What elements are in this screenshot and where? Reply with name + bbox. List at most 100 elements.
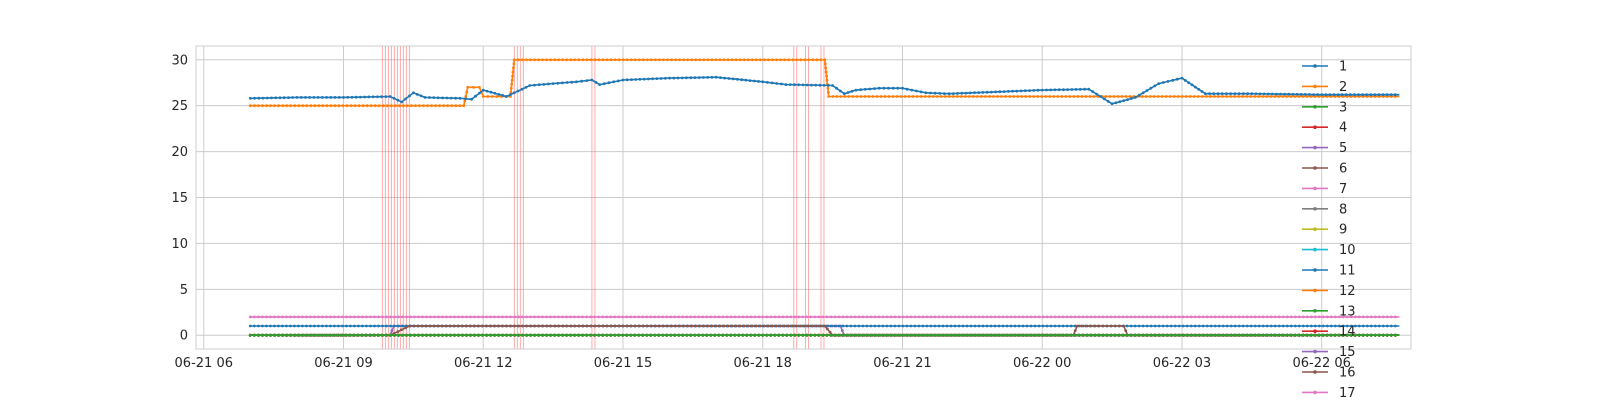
- data-point: [1087, 87, 1091, 91]
- data-point: [252, 324, 256, 328]
- data-point: [317, 315, 320, 319]
- data-point: [951, 92, 955, 95]
- data-point: [1044, 95, 1048, 98]
- data-point: [949, 324, 953, 328]
- data-point: [621, 58, 625, 62]
- data-point: [847, 95, 851, 98]
- data-point: [541, 58, 544, 62]
- data-point: [512, 66, 515, 70]
- data-point: [497, 333, 500, 337]
- data-point: [1289, 324, 1293, 328]
- data-point: [835, 86, 838, 90]
- data-point: [248, 324, 252, 328]
- data-point: [285, 315, 288, 319]
- data-point: [533, 83, 536, 87]
- data-point: [1017, 324, 1021, 328]
- data-point: [361, 104, 365, 108]
- data-point: [758, 58, 762, 62]
- data-point: [825, 74, 828, 78]
- data-point: [651, 77, 654, 81]
- data-point: [1029, 333, 1033, 337]
- data-point: [497, 93, 501, 96]
- data-point: [1201, 333, 1205, 337]
- data-point: [777, 333, 781, 337]
- data-point: [496, 324, 500, 328]
- data-point: [1161, 333, 1165, 337]
- data-point: [400, 100, 404, 104]
- data-point: [429, 315, 432, 319]
- data-point: [434, 104, 437, 108]
- data-point: [807, 324, 811, 328]
- data-point: [509, 333, 512, 337]
- data-point: [424, 324, 427, 328]
- data-point: [274, 96, 278, 100]
- data-point: [1121, 315, 1125, 319]
- data-point: [512, 58, 516, 62]
- data-point: [801, 83, 805, 87]
- data-point: [345, 333, 348, 337]
- data-point: [541, 333, 544, 337]
- data-point: [454, 104, 458, 108]
- data-point: [1075, 324, 1079, 328]
- data-point: [325, 333, 328, 337]
- data-point: [252, 333, 256, 337]
- data-point: [1324, 93, 1328, 97]
- data-point: [433, 333, 436, 337]
- data-point: [409, 315, 412, 319]
- data-point: [377, 315, 380, 319]
- data-point: [281, 104, 284, 108]
- data-point: [505, 315, 508, 319]
- data-point: [513, 333, 516, 337]
- data-point: [460, 324, 464, 328]
- data-point: [1072, 95, 1076, 98]
- data-point: [859, 95, 863, 98]
- data-point: [607, 81, 611, 85]
- data-point: [1169, 315, 1173, 319]
- data-point: [685, 333, 689, 337]
- data-point: [738, 324, 742, 328]
- data-point: [593, 58, 597, 62]
- data-point: [261, 104, 264, 108]
- data-point: [569, 315, 572, 319]
- data-point: [513, 315, 516, 319]
- data-point: [1394, 333, 1397, 337]
- data-point: [787, 324, 790, 328]
- data-point: [528, 84, 532, 87]
- data-point: [377, 333, 380, 337]
- data-point: [517, 315, 520, 319]
- data-point: [845, 315, 849, 319]
- data-point: [565, 81, 569, 84]
- data-point: [1216, 92, 1220, 96]
- data-point: [996, 95, 999, 98]
- data-point: [1345, 324, 1349, 328]
- data-point: [645, 315, 649, 319]
- data-point: [805, 83, 809, 87]
- data-point: [921, 333, 925, 337]
- data-point: [1365, 324, 1369, 328]
- data-point: [381, 104, 385, 108]
- data-point: [1041, 315, 1045, 319]
- data-point: [933, 91, 937, 95]
- data-point: [365, 315, 368, 319]
- data-point: [1106, 100, 1110, 103]
- data-point: [1109, 315, 1113, 319]
- data-point: [1241, 333, 1245, 337]
- data-point: [846, 91, 850, 94]
- data-point: [909, 324, 913, 328]
- data-point: [1229, 95, 1232, 98]
- data-point: [960, 91, 964, 95]
- data-point: [633, 333, 637, 337]
- data-point: [734, 324, 738, 328]
- data-point: [481, 95, 485, 98]
- data-point: [613, 315, 617, 319]
- data-point: [865, 324, 869, 328]
- series-markers: [248, 333, 1397, 337]
- data-point: [501, 315, 504, 319]
- data-point: [826, 327, 829, 331]
- data-point: [1229, 92, 1233, 96]
- data-point: [529, 333, 532, 337]
- data-point: [1012, 95, 1015, 98]
- data-point: [925, 333, 929, 337]
- data-point: [969, 315, 973, 319]
- data-point: [1297, 95, 1301, 98]
